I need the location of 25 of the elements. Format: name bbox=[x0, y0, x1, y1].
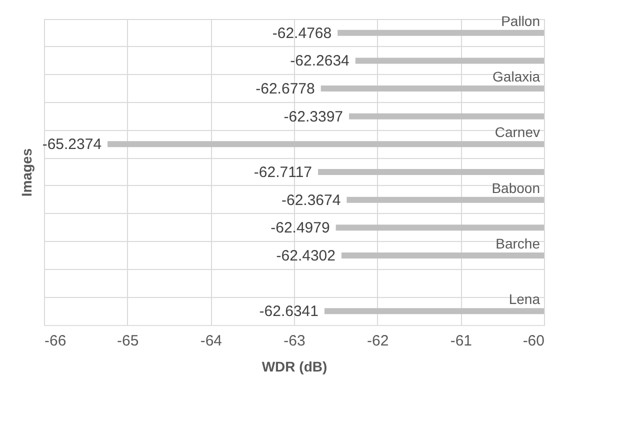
y-tick-label: Carnev bbox=[494, 124, 540, 140]
data-label: -62.7117 bbox=[254, 164, 312, 181]
data-label: -62.2634 bbox=[290, 52, 350, 70]
data-label: -62.3397 bbox=[284, 108, 344, 126]
y-tick-label: Barche bbox=[496, 235, 540, 252]
data-label: -62.4302 bbox=[276, 247, 336, 264]
x-tick-label: -64 bbox=[200, 332, 222, 350]
x-axis-title: WDR (dB) bbox=[262, 358, 328, 374]
data-label: -62.4768 bbox=[272, 24, 332, 42]
y-tick-label: Lena bbox=[508, 291, 540, 308]
x-tick-label: -66 bbox=[44, 332, 66, 350]
data-label: -65.2374 bbox=[42, 136, 102, 154]
y-tick-label: Galaxia bbox=[492, 68, 540, 85]
data-label: -62.6778 bbox=[256, 80, 315, 98]
data-label: -62.4979 bbox=[270, 220, 330, 237]
x-tick-label: -61 bbox=[450, 332, 472, 350]
x-tick-label: -60 bbox=[522, 332, 544, 350]
y-tick-label: Baboon bbox=[492, 180, 540, 196]
y-axis-title: Images bbox=[18, 148, 34, 197]
data-label: -62.3674 bbox=[282, 192, 341, 209]
data-label: -62.6341 bbox=[259, 303, 318, 320]
y-tick-label: Pallon bbox=[501, 12, 540, 29]
x-tick-label: -63 bbox=[284, 332, 306, 350]
x-tick-label: -65 bbox=[116, 332, 139, 350]
x-tick-label: -62 bbox=[366, 332, 389, 350]
